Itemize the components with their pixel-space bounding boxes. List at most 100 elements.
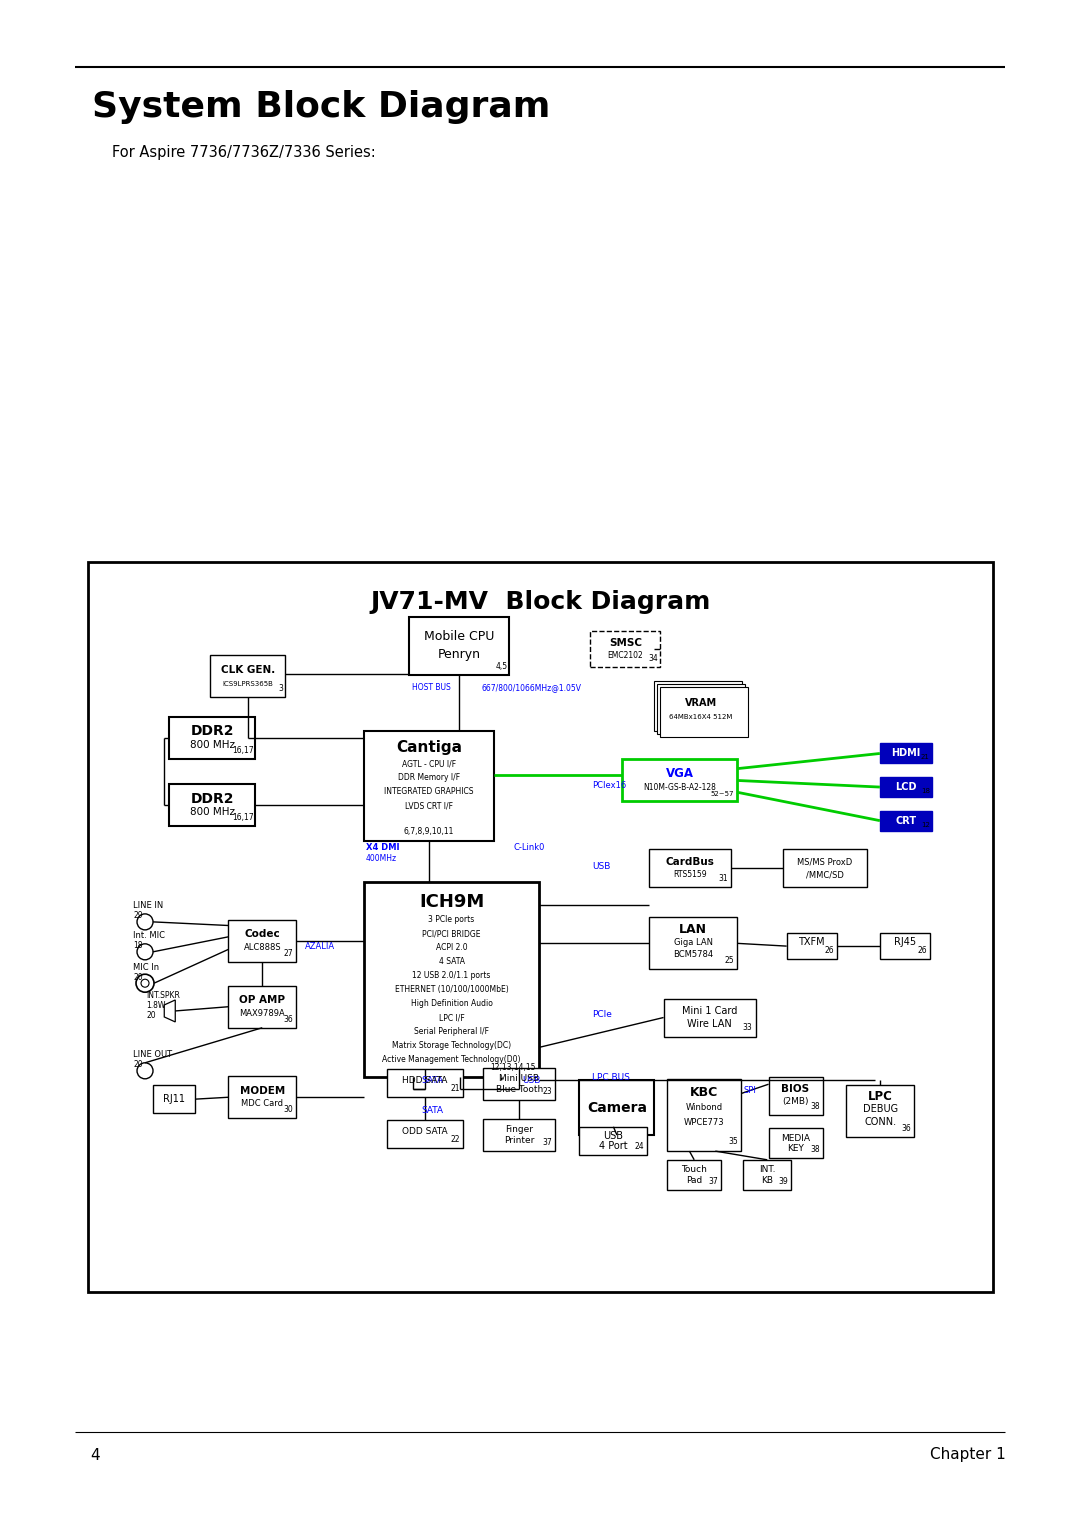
Text: Giga LAN: Giga LAN: [674, 938, 713, 947]
Text: Finger: Finger: [505, 1125, 534, 1135]
Text: MAX9789A: MAX9789A: [240, 1009, 285, 1019]
Text: 36: 36: [902, 1124, 912, 1133]
Text: Blue Tooth: Blue Tooth: [496, 1086, 543, 1093]
FancyBboxPatch shape: [622, 759, 737, 802]
Text: 4: 4: [90, 1448, 99, 1463]
Text: KEY: KEY: [787, 1144, 804, 1153]
Text: LPC: LPC: [868, 1090, 893, 1104]
Text: Mini USB: Mini USB: [499, 1073, 540, 1083]
Text: 27: 27: [284, 950, 294, 957]
Text: SATA: SATA: [421, 1075, 443, 1084]
FancyBboxPatch shape: [880, 744, 932, 764]
Text: AGTL - CPU I/F: AGTL - CPU I/F: [402, 759, 456, 768]
Text: RJ45: RJ45: [894, 938, 916, 947]
Text: SPI: SPI: [743, 1086, 756, 1095]
FancyBboxPatch shape: [663, 999, 756, 1037]
Text: BCM5784: BCM5784: [673, 950, 713, 959]
Text: 39: 39: [779, 1177, 788, 1186]
Text: (2MB): (2MB): [782, 1098, 809, 1106]
FancyBboxPatch shape: [649, 849, 731, 887]
Text: MS/MS ProxD: MS/MS ProxD: [797, 857, 853, 866]
Text: 36: 36: [284, 1015, 294, 1023]
Text: Penryn: Penryn: [437, 647, 481, 661]
Text: LINE IN: LINE IN: [133, 901, 163, 910]
Text: Codec: Codec: [244, 930, 280, 939]
FancyBboxPatch shape: [364, 881, 539, 1077]
Text: 800 MHz: 800 MHz: [190, 739, 235, 750]
Text: Pad: Pad: [686, 1176, 702, 1185]
Text: 26: 26: [824, 947, 834, 954]
Text: DDR2: DDR2: [191, 724, 234, 739]
Text: AZALIA: AZALIA: [306, 942, 335, 951]
Text: 16,17: 16,17: [232, 814, 254, 822]
Text: 400MHz: 400MHz: [366, 854, 397, 863]
Text: 12: 12: [921, 822, 930, 828]
Text: High Definition Audio: High Definition Audio: [410, 999, 492, 1008]
Text: LPC BUS: LPC BUS: [592, 1073, 630, 1083]
Text: INT.SPKR: INT.SPKR: [146, 991, 180, 1000]
Text: 52~57: 52~57: [711, 791, 734, 797]
Text: WPCE773: WPCE773: [684, 1118, 725, 1127]
Text: ETHERNET (10/100/1000MbE): ETHERNET (10/100/1000MbE): [394, 985, 509, 994]
Text: 20: 20: [133, 973, 143, 982]
FancyBboxPatch shape: [484, 1067, 555, 1099]
Text: MDC Card: MDC Card: [241, 1099, 283, 1109]
Text: PCIex16: PCIex16: [592, 780, 626, 789]
Text: Camera: Camera: [586, 1101, 647, 1115]
Text: ODD SATA: ODD SATA: [402, 1127, 447, 1136]
FancyBboxPatch shape: [660, 687, 747, 738]
Text: 800 MHz: 800 MHz: [190, 806, 235, 817]
FancyBboxPatch shape: [880, 811, 932, 831]
Text: Cantiga: Cantiga: [396, 741, 462, 756]
Text: MEDIA: MEDIA: [781, 1135, 810, 1144]
FancyBboxPatch shape: [880, 777, 932, 797]
Text: RTS5159: RTS5159: [673, 870, 707, 880]
FancyBboxPatch shape: [591, 631, 660, 667]
Text: INT.: INT.: [759, 1165, 775, 1174]
Text: VGA: VGA: [665, 767, 693, 780]
Text: USB: USB: [523, 1075, 541, 1084]
Text: HDMI: HDMI: [891, 748, 920, 759]
Text: HDD SATA: HDD SATA: [402, 1077, 447, 1086]
Text: Active Management Technology(D0): Active Management Technology(D0): [382, 1055, 521, 1064]
Text: KBC: KBC: [690, 1086, 718, 1098]
Text: MIC In: MIC In: [133, 962, 159, 971]
Text: USB: USB: [592, 863, 610, 870]
Text: 38: 38: [810, 1101, 820, 1110]
Text: 4,5: 4,5: [495, 663, 508, 672]
Text: 31: 31: [718, 873, 728, 883]
Text: OP AMP: OP AMP: [240, 996, 285, 1005]
Text: LINE OUT: LINE OUT: [133, 1051, 172, 1060]
FancyBboxPatch shape: [743, 1161, 792, 1190]
FancyBboxPatch shape: [769, 1128, 823, 1159]
FancyBboxPatch shape: [87, 562, 993, 1292]
Text: 25: 25: [725, 956, 734, 965]
Text: 4 Port: 4 Port: [599, 1141, 627, 1151]
Text: 3 PCIe ports: 3 PCIe ports: [429, 915, 474, 924]
FancyBboxPatch shape: [783, 849, 867, 887]
Text: Mini 1 Card: Mini 1 Card: [681, 1006, 738, 1017]
Text: C-Link0: C-Link0: [513, 843, 544, 852]
Text: 24: 24: [635, 1142, 645, 1151]
Text: MODEM: MODEM: [240, 1086, 285, 1095]
Text: KB: KB: [761, 1176, 773, 1185]
Text: ACPI 2.0: ACPI 2.0: [435, 944, 468, 953]
Text: 21: 21: [450, 1084, 460, 1093]
Text: DEBUG: DEBUG: [863, 1104, 897, 1115]
FancyBboxPatch shape: [786, 933, 837, 959]
Text: HOST BUS: HOST BUS: [413, 683, 451, 692]
Text: 35: 35: [728, 1138, 739, 1147]
Text: Wire LAN: Wire LAN: [687, 1020, 732, 1029]
FancyBboxPatch shape: [228, 921, 296, 962]
FancyBboxPatch shape: [847, 1084, 915, 1136]
Text: Serial Peripheral I/F: Serial Peripheral I/F: [414, 1028, 489, 1037]
FancyBboxPatch shape: [153, 1086, 195, 1113]
Text: SATA: SATA: [421, 1106, 443, 1115]
Text: EMC2102: EMC2102: [607, 651, 644, 660]
Text: For Aspire 7736/7736Z/7336 Series:: For Aspire 7736/7736Z/7336 Series:: [112, 145, 376, 159]
Text: /MMC/SD: /MMC/SD: [806, 870, 843, 880]
Text: Int. MIC: Int. MIC: [133, 931, 165, 941]
Text: 34: 34: [648, 654, 659, 663]
Text: DDR Memory I/F: DDR Memory I/F: [397, 773, 460, 782]
FancyBboxPatch shape: [387, 1121, 462, 1148]
